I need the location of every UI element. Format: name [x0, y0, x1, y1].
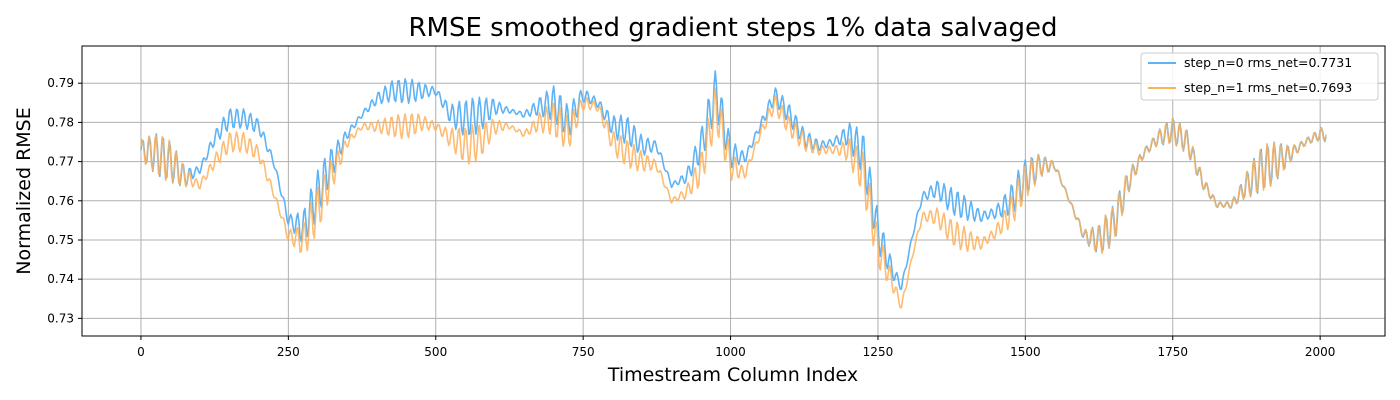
x-tick-label: 1750 — [1157, 345, 1188, 359]
chart-title: RMSE smoothed gradient steps 1% data sal… — [408, 13, 1057, 43]
plot-frame — [81, 45, 1386, 337]
x-tick-label: 1000 — [715, 345, 746, 359]
x-tick-label: 500 — [424, 345, 447, 359]
series-line-1 — [140, 87, 1327, 309]
y-tick-label: 0.78 — [47, 115, 74, 129]
x-tick-label: 1500 — [1010, 345, 1041, 359]
y-tick-label: 0.75 — [47, 233, 74, 247]
x-tick-label: 2000 — [1305, 345, 1336, 359]
x-axis: 0 250 500 750 1000 1250 1500 1750 2000 — [137, 336, 1335, 359]
x-tick-label: 1250 — [863, 345, 894, 359]
y-axis: 0.73 0.74 0.75 0.76 0.77 0.78 0.79 — [47, 76, 82, 325]
legend: step_n=0 rms_net=0.7731 step_n=1 rms_net… — [1140, 52, 1379, 101]
x-axis-label: Timestream Column Index — [607, 364, 858, 386]
y-tick-label: 0.73 — [47, 311, 74, 325]
x-tick-label: 0 — [137, 345, 145, 359]
x-tick-label: 750 — [572, 345, 595, 359]
y-tick-label: 0.79 — [47, 76, 74, 90]
x-tick-label: 250 — [277, 345, 300, 359]
legend-label-step-n0: step_n=0 rms_net=0.7731 — [1184, 55, 1352, 70]
y-axis-label: Normalized RMSE — [13, 107, 35, 274]
y-tick-label: 0.77 — [47, 155, 74, 169]
y-tick-label: 0.76 — [47, 194, 74, 208]
series-layer — [140, 70, 1327, 309]
legend-label-step-n1: step_n=1 rms_net=0.7693 — [1184, 80, 1352, 95]
legend-box — [1140, 52, 1379, 101]
y-tick-label: 0.74 — [47, 272, 74, 286]
